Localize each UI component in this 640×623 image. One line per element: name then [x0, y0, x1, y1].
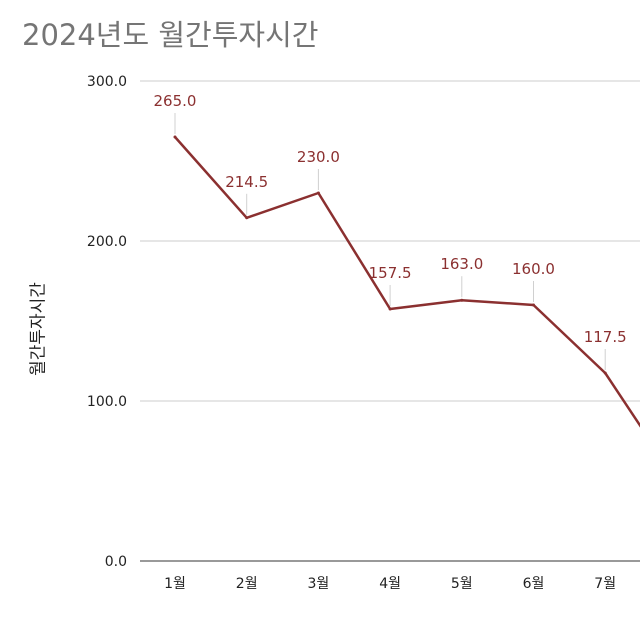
x-tick-label: 5월: [451, 576, 473, 592]
data-point: [245, 216, 249, 220]
data-label: 230.0: [297, 148, 340, 166]
x-tick-label: 4월: [379, 576, 401, 592]
data-label: 265.0: [154, 92, 197, 110]
y-tick-label: 100.0: [87, 394, 127, 410]
y-tick-label: 0.0: [105, 554, 127, 570]
data-point: [460, 298, 464, 302]
data-label: 163.0: [440, 255, 483, 273]
x-tick-label: 1월: [164, 576, 186, 592]
x-tick-label: 3월: [308, 576, 330, 592]
data-label: 157.5: [369, 264, 412, 282]
x-tick-label: 6월: [523, 576, 545, 592]
data-point: [173, 135, 177, 139]
y-tick-label: 300.0: [87, 74, 127, 90]
y-tick-label: 200.0: [87, 234, 127, 250]
chart-title: 2024년도 월간투자시간: [22, 18, 319, 52]
data-label: 160.0: [512, 260, 555, 278]
data-point: [603, 371, 607, 375]
data-point: [316, 191, 320, 195]
data-point: [388, 307, 392, 311]
data-point: [532, 303, 535, 307]
data-label: 214.5: [225, 173, 268, 191]
x-tick-label: 2월: [236, 576, 258, 592]
x-tick-label: 7월: [594, 576, 616, 592]
data-label: 117.5: [584, 328, 627, 346]
series-line: [173, 135, 640, 428]
